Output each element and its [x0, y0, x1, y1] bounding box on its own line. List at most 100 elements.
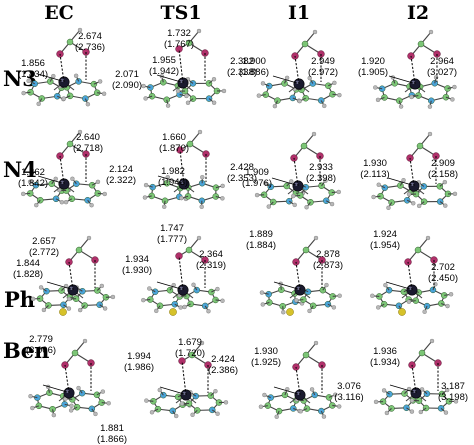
hydrogen-atom [416, 203, 422, 209]
dist-label: 1.660 [162, 132, 186, 143]
hydrogen-atom [383, 282, 388, 288]
hydrogen-atom [162, 204, 167, 209]
metal-oxygen-contact [411, 364, 417, 394]
dist-label-paren: (2.718) [73, 143, 103, 154]
dist-label-paren: (1.777) [157, 234, 187, 245]
dist-label-paren: (2.972) [308, 67, 338, 78]
hydrogen-atom [304, 205, 309, 210]
hydrogen-atom [27, 179, 33, 184]
hydrogen-atom [185, 100, 191, 105]
label-leader-line [46, 281, 72, 290]
hydrogen-atom [381, 388, 387, 393]
hydrogen-atom [95, 179, 101, 185]
dist-label-paren: (3.006) [26, 345, 56, 356]
hydrogen-atom [298, 409, 303, 414]
dist-label: 1.930 [254, 346, 278, 357]
sulfur-atom [286, 308, 294, 316]
dist-label-paren: (3.116) [334, 392, 363, 403]
hydrogen-atom [97, 79, 103, 84]
metal-oxygen-contact [293, 157, 299, 187]
hydrogen-atom [77, 307, 83, 313]
metal-oxygen-contact [59, 155, 65, 185]
dist-label-paren: (1.954) [370, 240, 400, 251]
hydrogen-atom [428, 29, 434, 35]
carbon-atom [185, 39, 193, 47]
hydrogen-atom [106, 401, 111, 406]
metal-oxygen-contact [407, 261, 413, 291]
metal-oxygen-contact [295, 366, 301, 396]
hydrogen-atom [196, 235, 202, 241]
molecule [30, 235, 116, 316]
hydrogen-atom [165, 103, 171, 108]
carbon-atom [417, 40, 425, 48]
dist-label-paren: (1.930) [122, 265, 152, 276]
hydrogen-atom [154, 308, 159, 314]
column-header-ec: EC [44, 2, 74, 24]
dist-label: 2.878 [316, 249, 340, 260]
hydrogen-atom [313, 340, 319, 346]
dist-label-paren: (1.934) [370, 357, 400, 368]
hydrogen-atom [333, 392, 338, 397]
hydrogen-atom [147, 286, 152, 291]
hydrogen-atom [256, 93, 262, 98]
hydrogen-atom [215, 286, 220, 292]
hydrogen-atom [220, 196, 225, 201]
hydrogen-atom [174, 413, 179, 419]
hydrogen-atom [144, 398, 149, 403]
label-leader-line [389, 384, 415, 393]
hydrogen-atom [215, 411, 220, 416]
hydrogen-atom [211, 100, 217, 105]
label-leader-line [272, 75, 298, 84]
dist-label-paren: (1.720) [175, 348, 205, 359]
dist-label: 2.657 [32, 236, 56, 247]
column-header-ts1: TS1 [160, 2, 201, 24]
dist-label-paren: (2.319) [196, 260, 226, 271]
hydrogen-atom [401, 177, 406, 183]
hydrogen-atom [260, 81, 266, 86]
molecule [141, 28, 227, 108]
hydrogen-atom [30, 296, 36, 302]
dist-label: 3.076 [337, 381, 361, 392]
dist-label-paren: (1.842) [18, 178, 48, 189]
hydrogen-atom [141, 297, 146, 303]
hydrogen-atom [99, 283, 105, 289]
carbon-atom [302, 351, 310, 359]
dist-label: 1.881 [100, 423, 124, 434]
row-header-ph: Ph [4, 287, 35, 312]
dist-label-paren: (2.113) [360, 169, 389, 180]
hydrogen-atom [443, 410, 449, 415]
metal-oxygen-contact [410, 55, 416, 85]
dist-label-paren: (1.884) [246, 240, 276, 251]
dist-label-paren: (2.736) [75, 42, 105, 53]
dist-label: 1.909 [245, 167, 269, 178]
hydrogen-atom [30, 405, 35, 411]
dist-label: 1.924 [373, 229, 397, 240]
hydrogen-atom [294, 298, 299, 303]
hydrogen-atom [200, 175, 205, 180]
label-leader-line [388, 75, 414, 84]
row-header-n3: N3 [3, 66, 37, 91]
sulfur-atom [398, 308, 406, 316]
hydrogen-atom [66, 306, 72, 311]
hydrogen-atom [322, 103, 327, 109]
hydrogen-atom [262, 392, 267, 398]
dist-label: 1.679 [178, 337, 202, 348]
hydrogen-atom [100, 389, 106, 394]
molecule-layer [21, 27, 459, 419]
metal-oxygen-contact [409, 157, 415, 187]
hydrogen-atom [143, 182, 149, 188]
hydrogen-atom [332, 80, 337, 86]
hydrogen-atom [442, 179, 448, 185]
dist-label: 1.844 [16, 258, 40, 269]
hydrogen-atom [425, 235, 431, 241]
dist-label-paren: (1.834) [18, 69, 48, 80]
hydrogen-atom [199, 340, 205, 346]
hydrogen-atom [263, 180, 268, 186]
hydrogen-atom [26, 78, 31, 84]
hydrogen-atom [220, 298, 225, 303]
hydrogen-atom [337, 92, 342, 98]
dist-label: 2.949 [311, 56, 335, 67]
hydrogen-atom [221, 88, 227, 94]
hydrogen-atom [223, 400, 229, 405]
